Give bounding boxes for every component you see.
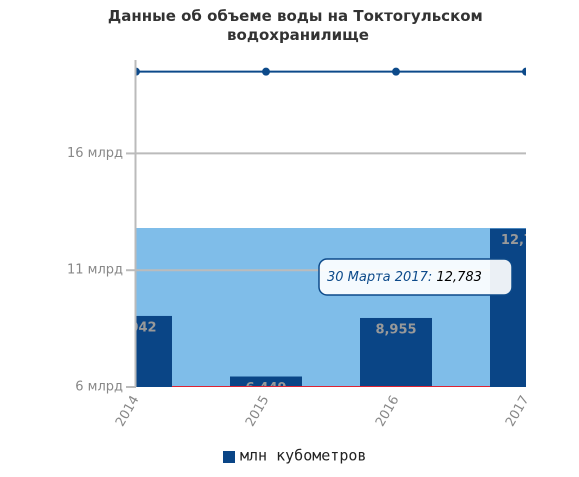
plot: 9,042 6,449 8,955 12,783 — [115, 67, 551, 396]
title-line: Данные об объеме воды на Токтогульском — [108, 7, 483, 25]
bar — [490, 228, 526, 387]
hover-band — [136, 228, 526, 387]
value-label: 9,042 — [115, 320, 156, 335]
tooltip-date: 30 Марта 2017: — [327, 270, 432, 285]
tooltip-text: 30 Марта 2017: 12,783 — [327, 270, 482, 285]
x-tick-label: 2017 — [503, 393, 533, 429]
tooltip-value: 12,783 — [436, 270, 482, 285]
legend-swatch — [223, 451, 235, 463]
legend-label: млн кубометров — [240, 447, 366, 465]
y-tick-label: 11 млрд — [67, 263, 123, 278]
value-label: 8,955 — [375, 322, 416, 337]
x-tick-label: 2014 — [113, 393, 143, 429]
y-tick-label: 6 млрд — [75, 380, 123, 395]
value-label: 6,449 — [245, 381, 286, 396]
title-line: водохранилище — [227, 26, 369, 44]
x-tick-label: 2016 — [373, 393, 403, 429]
value-label: 12,783 — [501, 233, 551, 248]
line-point — [136, 67, 140, 76]
x-tick-label: 2015 — [243, 393, 273, 429]
bar — [136, 315, 172, 387]
line-point — [392, 67, 400, 76]
bar — [360, 317, 432, 387]
chart-title: Данные об объеме воды на Токтогульском в… — [108, 7, 488, 44]
line-point — [262, 67, 270, 76]
tooltip-box — [318, 258, 513, 296]
tooltip: 30 Марта 2017: 12,783 — [318, 258, 513, 296]
y-tick-label: 16 млрд — [67, 146, 123, 161]
line-point — [522, 67, 526, 76]
bar — [230, 376, 302, 387]
